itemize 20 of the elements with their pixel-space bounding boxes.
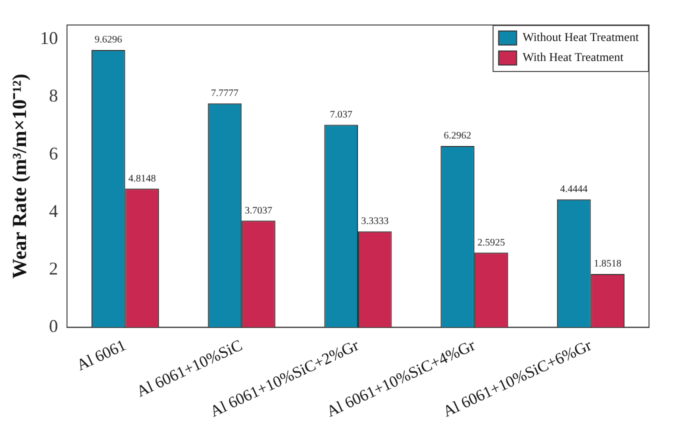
data-label: 9.6296 — [94, 34, 122, 46]
x-tick-label: Al 6061 — [74, 337, 129, 374]
data-label: 2.5925 — [478, 237, 506, 248]
y-tick-label: 0 — [49, 316, 58, 336]
data-label: 7.7777 — [210, 88, 238, 99]
legend-label: Without Heat Treatment — [522, 30, 640, 44]
data-label: 3.7037 — [244, 205, 272, 216]
y-tick-label: 2 — [49, 258, 58, 278]
data-label: 3.3333 — [361, 216, 389, 227]
y-tick-label: 6 — [49, 143, 58, 164]
data-label: 1.8518 — [594, 258, 622, 270]
y-tick-label: 4 — [49, 200, 58, 221]
y-tick-label: 8 — [49, 86, 58, 106]
legend-label: With Heat Treatment — [522, 50, 624, 64]
data-label: 7.037 — [330, 109, 352, 120]
data-label: 4.8148 — [128, 173, 156, 184]
data-label: 6.2962 — [444, 130, 472, 142]
y-axis-title: Wear Rate (m³/m×10⁻¹²) — [9, 74, 32, 279]
data-label: 4.4444 — [560, 184, 588, 195]
y-tick-label: 10 — [40, 28, 58, 48]
